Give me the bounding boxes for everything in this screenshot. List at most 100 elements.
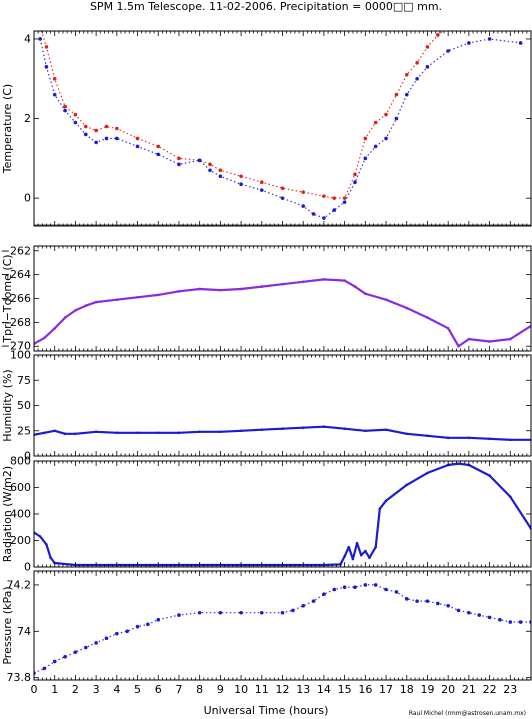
- data-point: [405, 483, 409, 487]
- data-point: [208, 168, 212, 173]
- x-tick-label: 12: [276, 683, 290, 696]
- plot-area-humidity: [34, 425, 531, 442]
- data-point: [94, 128, 98, 133]
- data-point: [38, 535, 42, 538]
- data-point: [364, 292, 367, 296]
- data-point: [83, 645, 88, 650]
- data-point: [508, 620, 513, 624]
- data-point: [353, 172, 357, 177]
- y-axis-label: Temperature (C): [1, 84, 14, 174]
- data-point: [363, 156, 368, 161]
- data-point: [342, 585, 347, 590]
- x-tick-label: 6: [155, 683, 162, 696]
- y-tick-label: 25: [17, 424, 31, 437]
- data-point: [487, 37, 492, 41]
- data-point: [146, 622, 150, 627]
- data-point: [73, 650, 78, 654]
- data-point: [94, 140, 98, 145]
- data-point: [218, 174, 223, 179]
- data-point: [373, 120, 378, 125]
- data-point: [467, 436, 471, 440]
- x-tick-label: 2: [72, 683, 79, 696]
- y-tick-label: 50: [17, 399, 31, 412]
- data-point: [38, 25, 42, 29]
- data-point: [384, 298, 388, 301]
- x-tick-label: 1: [51, 683, 58, 696]
- x-tick-label: 14: [317, 683, 331, 696]
- x-tick-label: 15: [338, 683, 352, 696]
- series-line: [34, 462, 531, 567]
- data-point: [363, 136, 368, 141]
- data-point: [488, 437, 491, 441]
- data-point: [301, 603, 306, 608]
- data-point: [239, 174, 243, 179]
- series-temperature-blue: [38, 37, 523, 220]
- data-point: [322, 592, 326, 596]
- data-point: [301, 204, 306, 208]
- data-point: [488, 340, 491, 343]
- data-point: [405, 432, 409, 436]
- data-point: [487, 615, 492, 620]
- data-point: [49, 556, 52, 560]
- data-point: [156, 431, 160, 435]
- data-point: [508, 438, 512, 442]
- data-point: [404, 597, 409, 601]
- data-point: [156, 617, 161, 622]
- data-point: [74, 309, 77, 312]
- data-point: [219, 430, 222, 434]
- y-tick-label: 73.8: [7, 671, 32, 684]
- data-point: [467, 610, 471, 615]
- data-point: [374, 545, 377, 549]
- data-point: [347, 545, 351, 549]
- x-tick-label: 21: [462, 683, 476, 696]
- data-point: [436, 601, 440, 606]
- data-point: [373, 144, 378, 149]
- data-point: [508, 495, 512, 499]
- data-point: [291, 608, 295, 613]
- data-point: [94, 300, 98, 304]
- data-point: [301, 280, 305, 284]
- data-point: [63, 108, 67, 113]
- data-point: [177, 156, 181, 161]
- data-point: [84, 304, 88, 307]
- data-point: [415, 76, 419, 81]
- data-point: [259, 180, 264, 185]
- data-point: [457, 344, 460, 348]
- data-point: [446, 25, 450, 29]
- data-point: [368, 556, 371, 560]
- data-point: [38, 37, 43, 41]
- data-point: [339, 563, 342, 566]
- data-point: [280, 610, 285, 615]
- data-point: [63, 316, 67, 319]
- x-tick-label: 8: [196, 683, 203, 696]
- data-point: [332, 208, 337, 212]
- x-tick-label: 5: [134, 683, 141, 696]
- data-point: [467, 41, 471, 45]
- y-axis-label: Pressure (kPa): [1, 586, 14, 664]
- data-point: [446, 49, 450, 53]
- data-point: [104, 136, 109, 141]
- data-point: [260, 428, 264, 432]
- data-point: [239, 610, 243, 615]
- x-axis-title: Universal Time (hours): [203, 704, 329, 717]
- data-point: [457, 462, 460, 465]
- data-point: [415, 599, 419, 603]
- data-point: [332, 587, 337, 592]
- x-tick-label: 18: [400, 683, 414, 696]
- data-point: [42, 666, 47, 671]
- chart-title: SPM 1.5m Telescope. 11-02-2006. Precipit…: [89, 0, 443, 13]
- y-tick-label: 4: [24, 32, 31, 45]
- x-tick-label: 7: [175, 683, 182, 696]
- data-point: [436, 33, 440, 37]
- data-point: [94, 641, 98, 645]
- data-point: [322, 425, 326, 429]
- plot-area-radiation: [34, 462, 531, 567]
- x-tick-label: 0: [31, 683, 38, 696]
- plot-area-tpri_tdome: [34, 278, 531, 348]
- data-point: [156, 152, 161, 157]
- data-point: [322, 278, 326, 281]
- series-trace: [39, 38, 521, 219]
- x-tick-labels: 0 1 2 3 4 5 6 7 8 9 10 11 12 13 14 15 16 17 18 19 20 21 22 23: [31, 683, 518, 696]
